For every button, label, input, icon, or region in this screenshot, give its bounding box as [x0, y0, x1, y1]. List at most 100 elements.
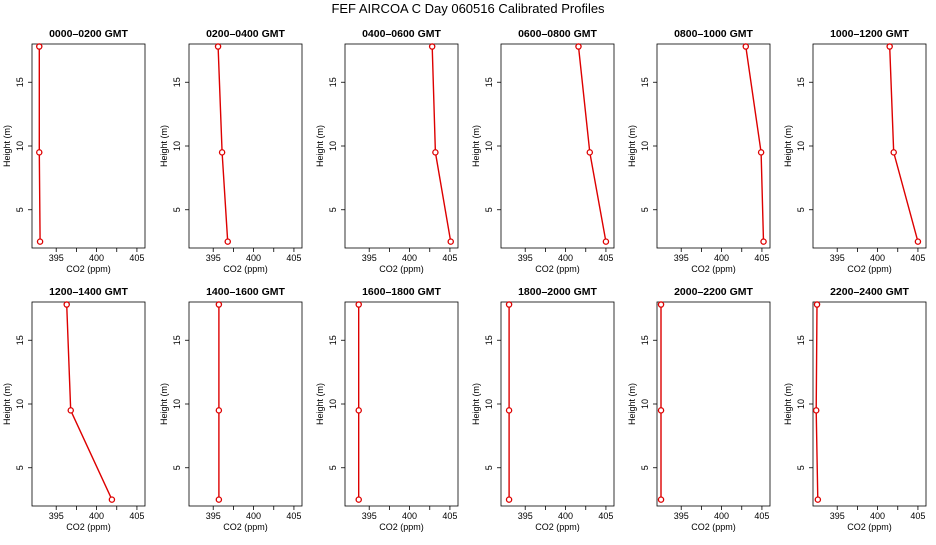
x-tick-label: 395 [518, 511, 533, 521]
y-axis-label: Height (m) [2, 383, 12, 425]
panel-4: 0600–0800 GMT 395 400 405 5 10 15 CO2 (ppm) Heig… [471, 28, 615, 274]
x-tick-label: 400 [558, 511, 573, 521]
panel-2: 0200–0400 GMT 395 400 405 5 10 15 CO2 (ppm) Heig… [159, 28, 303, 274]
plot-frame [344, 301, 459, 507]
x-axis-label: CO2 (ppm) [379, 522, 424, 532]
profile-point [432, 149, 439, 156]
profile-point [813, 301, 821, 308]
y-tick-label: 10 [796, 399, 806, 409]
panel-title: 1200–1400 GMT [49, 286, 128, 298]
y-tick-label: 15 [328, 335, 338, 345]
y-axis-label: Height (m) [159, 383, 169, 425]
panel-10: 1800–2000 GMT 395 400 405 5 10 15 CO2 (ppm) Heig… [471, 286, 615, 532]
panel-6: 1000–1200 GMT 395 400 405 5 10 15 CO2 (ppm) Heig… [783, 28, 927, 274]
x-tick-label: 400 [89, 511, 104, 521]
profile-point [657, 301, 665, 308]
y-tick-label: 15 [640, 335, 650, 345]
x-tick-label: 400 [89, 253, 104, 263]
plot-frame [188, 43, 303, 249]
x-tick-label: 400 [714, 253, 729, 263]
profile-line [66, 304, 113, 500]
panel-3: 0400–0600 GMT 395 400 405 5 10 15 CO2 (ppm) Heig… [315, 28, 459, 274]
profile-point [36, 149, 43, 156]
profile-point [108, 496, 116, 503]
profile-point [224, 238, 231, 245]
y-axis-label: Height (m) [471, 383, 481, 425]
x-tick-label: 395 [830, 511, 845, 521]
y-tick-label: 15 [796, 77, 806, 87]
profile-point [505, 407, 513, 414]
profile-line [889, 46, 919, 242]
x-tick-label: 400 [402, 511, 417, 521]
y-tick-label: 5 [640, 207, 650, 212]
y-axis-label: Height (m) [627, 125, 637, 167]
panel-title: 2200–2400 GMT [830, 286, 909, 298]
y-tick-label: 5 [15, 207, 25, 212]
plot-frame [344, 43, 459, 249]
y-tick-label: 15 [484, 335, 494, 345]
profile-point [586, 149, 594, 156]
profile-point [355, 496, 362, 503]
x-axis-label: CO2 (ppm) [379, 264, 424, 274]
y-tick-label: 10 [640, 141, 650, 151]
x-tick-label: 395 [362, 511, 377, 521]
panel-title: 2000–2200 GMT [674, 286, 753, 298]
profile-point [760, 238, 767, 245]
x-tick-label: 395 [49, 253, 64, 263]
y-tick-label: 10 [796, 141, 806, 151]
plot-frame [500, 301, 615, 507]
profile-point [215, 407, 223, 414]
x-tick-label: 400 [402, 253, 417, 263]
profile-point [447, 238, 454, 245]
x-tick-label: 405 [129, 253, 144, 263]
y-tick-label: 10 [172, 141, 182, 151]
plot-frame [188, 301, 303, 507]
y-tick-label: 5 [172, 465, 182, 470]
panel-12: 2200–2400 GMT 395 400 405 5 10 15 CO2 (ppm) Heig… [783, 286, 927, 532]
panel-1: 0000–0200 GMT 395 400 405 5 10 15 CO2 (ppm) Heig… [2, 28, 146, 274]
profile-point [214, 43, 222, 50]
panel-7: 1200–1400 GMT 395 400 405 5 10 15 CO2 (ppm) Heig… [2, 286, 146, 532]
y-tick-label: 15 [640, 77, 650, 87]
panel-5: 0800–1000 GMT 395 400 405 5 10 15 CO2 (ppm) Heig… [627, 28, 771, 274]
y-tick-label: 5 [640, 465, 650, 470]
panel-11: 2000–2200 GMT 395 400 405 5 10 15 CO2 (ppm) Heig… [627, 286, 771, 532]
figure-title: FEF AIRCOA C Day 060516 Calibrated Profi… [331, 1, 605, 16]
panel-title: 0200–0400 GMT [206, 28, 285, 40]
x-tick-label: 405 [286, 253, 301, 263]
panel-title: 0400–0600 GMT [362, 28, 441, 40]
panel-title: 0000–0200 GMT [49, 28, 128, 40]
profile-point [215, 301, 223, 308]
profile-point [814, 496, 822, 503]
y-tick-label: 10 [640, 399, 650, 409]
x-axis-label: CO2 (ppm) [691, 264, 736, 274]
x-axis-label: CO2 (ppm) [847, 264, 892, 274]
y-axis-label: Height (m) [2, 125, 12, 167]
profile-point [505, 496, 513, 503]
profile-line [745, 46, 765, 242]
profile-line [217, 46, 229, 242]
profile-line [38, 46, 41, 242]
x-tick-label: 395 [518, 253, 533, 263]
y-tick-label: 15 [15, 77, 25, 87]
x-axis-label: CO2 (ppm) [847, 522, 892, 532]
y-tick-label: 5 [796, 465, 806, 470]
y-tick-label: 15 [796, 335, 806, 345]
plot-frame [656, 301, 771, 507]
profile-line [815, 304, 819, 500]
profile-point [67, 407, 74, 414]
panel-title: 1600–1800 GMT [362, 286, 441, 298]
plot-frame [31, 301, 146, 507]
y-tick-label: 10 [328, 399, 338, 409]
y-axis-label: Height (m) [159, 125, 169, 167]
x-tick-label: 405 [286, 511, 301, 521]
panel-title: 1000–1200 GMT [830, 28, 909, 40]
profile-point [812, 407, 820, 414]
x-tick-label: 395 [674, 253, 689, 263]
panel-title: 1800–2000 GMT [518, 286, 597, 298]
y-axis-label: Height (m) [471, 125, 481, 167]
y-tick-label: 15 [172, 77, 182, 87]
x-tick-label: 405 [910, 253, 925, 263]
x-tick-label: 400 [870, 253, 885, 263]
